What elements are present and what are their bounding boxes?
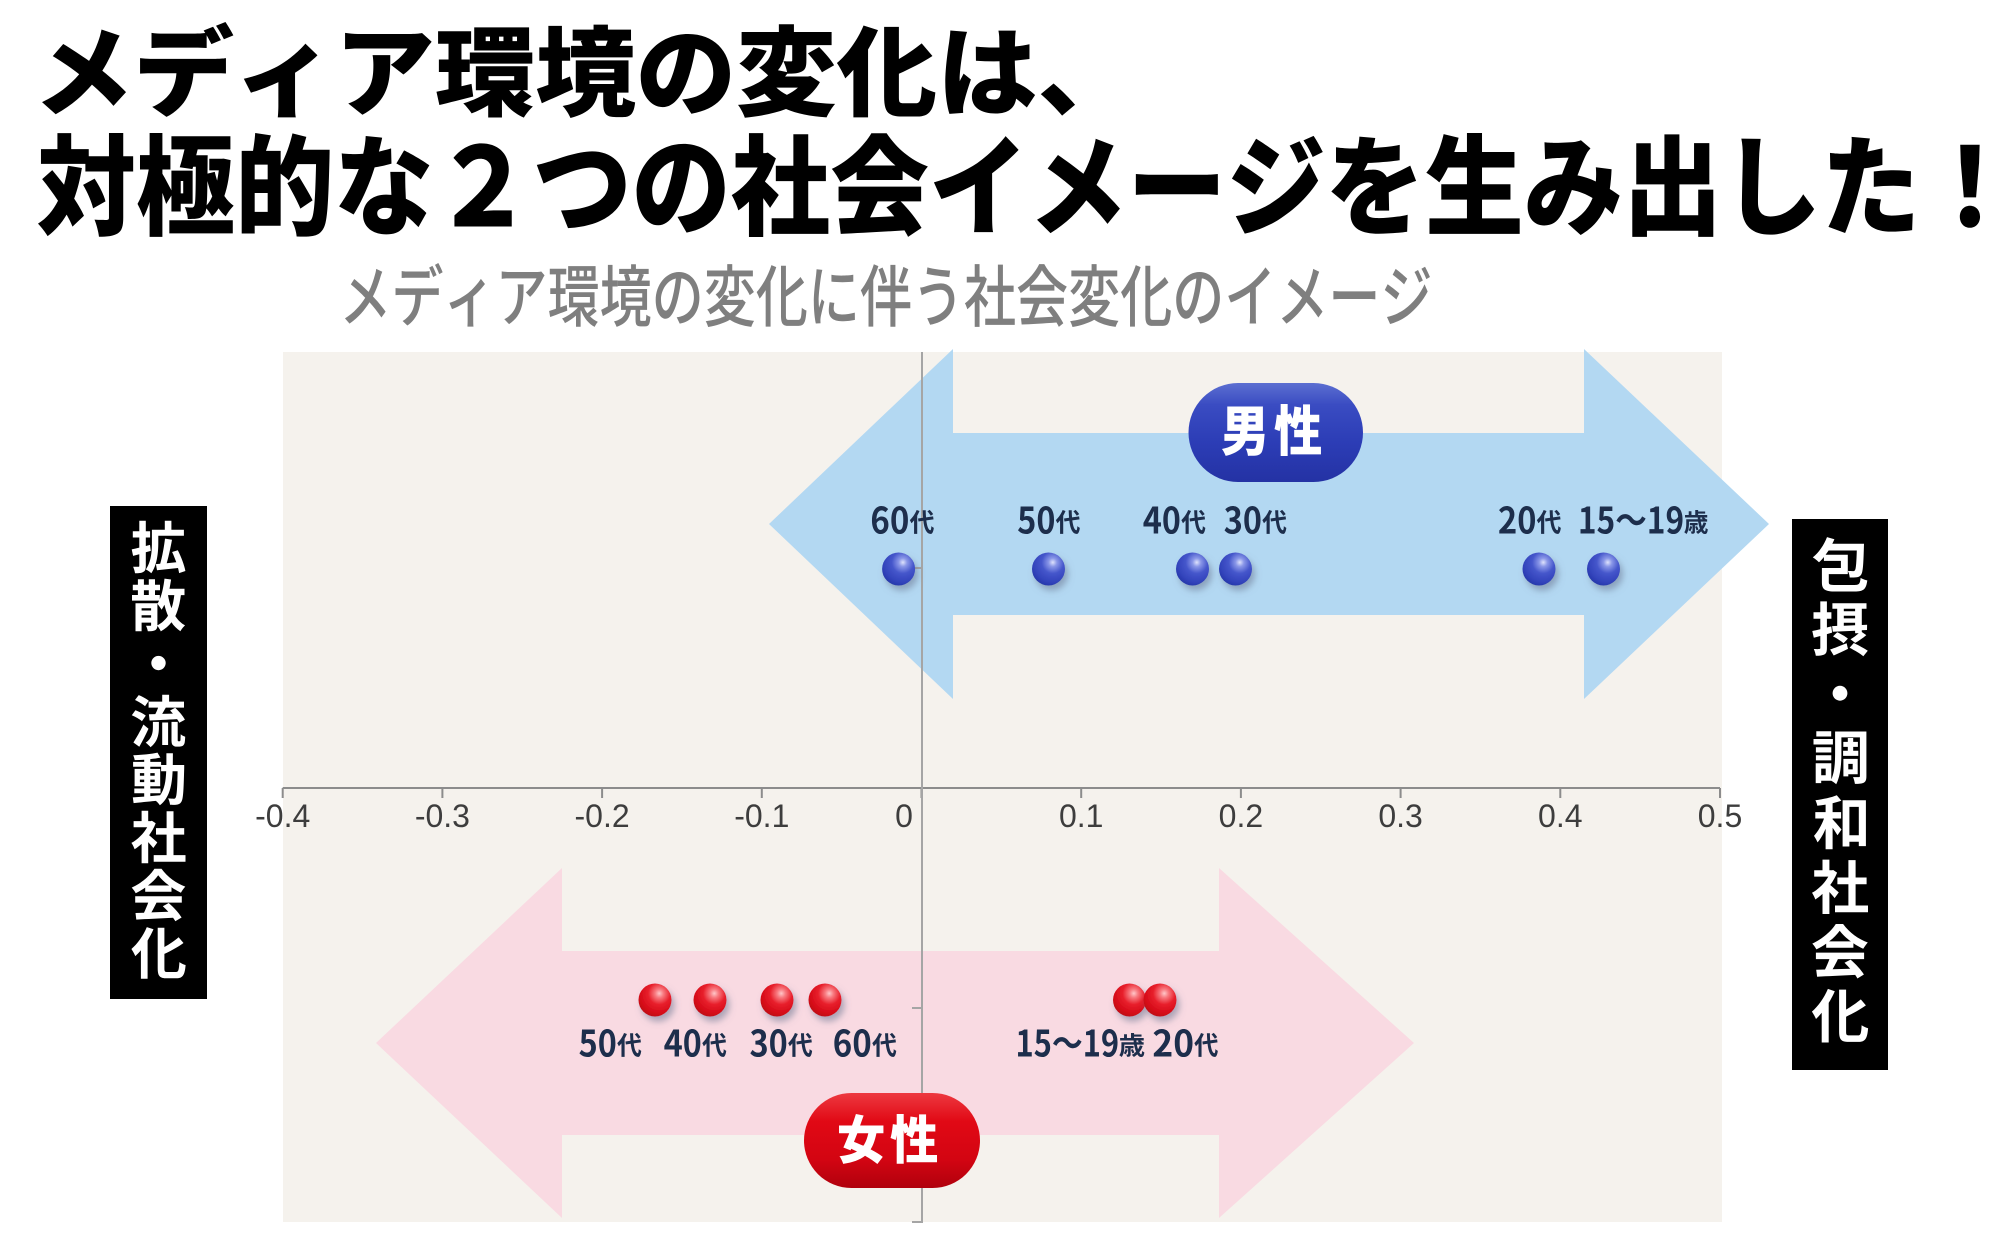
svg-text:0.5: 0.5 [1698, 798, 1742, 834]
svg-text:-0.3: -0.3 [415, 798, 470, 834]
svg-text:0.2: 0.2 [1219, 798, 1263, 834]
svg-text:0.1: 0.1 [1059, 798, 1103, 834]
svg-text:0: 0 [895, 798, 913, 834]
svg-text:0.4: 0.4 [1538, 798, 1582, 834]
svg-text:-0.2: -0.2 [575, 798, 630, 834]
svg-text:0.3: 0.3 [1378, 798, 1422, 834]
svg-text:-0.4: -0.4 [255, 798, 310, 834]
svg-text:-0.1: -0.1 [734, 798, 789, 834]
